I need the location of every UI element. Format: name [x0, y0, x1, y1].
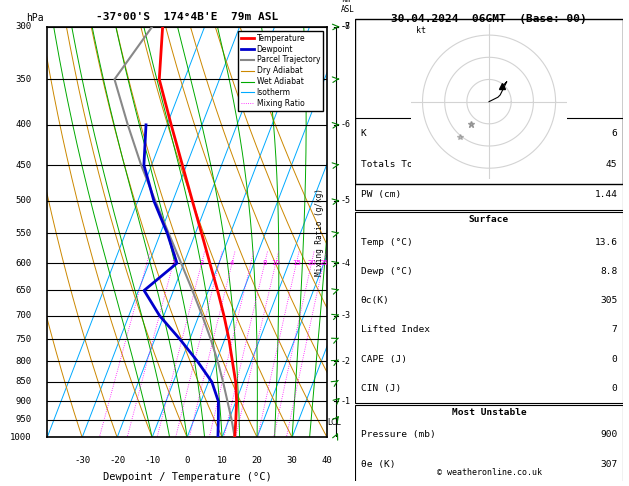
Text: 45: 45: [606, 159, 618, 169]
Text: -3: -3: [341, 311, 351, 320]
Text: 1.44: 1.44: [594, 190, 618, 199]
Text: 700: 700: [16, 311, 32, 320]
Bar: [355, 19, 623, 184]
Text: 400: 400: [16, 121, 32, 129]
Text: Pressure (mb): Pressure (mb): [361, 431, 435, 439]
Text: 900: 900: [16, 397, 32, 406]
Text: θe (K): θe (K): [361, 460, 395, 469]
Text: 15: 15: [292, 260, 301, 266]
Text: 10: 10: [271, 260, 280, 266]
Text: 0: 0: [184, 456, 190, 465]
Text: 950: 950: [16, 416, 32, 424]
Text: 20: 20: [307, 260, 316, 266]
Text: 900: 900: [600, 431, 618, 439]
Text: km
ASL: km ASL: [341, 0, 355, 15]
Text: 600: 600: [16, 259, 32, 268]
Text: 30.04.2024  06GMT  (Base: 00): 30.04.2024 06GMT (Base: 00): [391, 15, 587, 24]
Text: -4: -4: [341, 259, 351, 268]
Text: PW (cm): PW (cm): [361, 190, 401, 199]
Text: K: K: [361, 129, 367, 138]
Text: 13.6: 13.6: [594, 238, 618, 246]
Text: CIN (J): CIN (J): [361, 384, 401, 393]
Text: 20: 20: [252, 456, 262, 465]
Text: 1000: 1000: [10, 433, 32, 442]
Text: θc(K): θc(K): [361, 296, 389, 305]
Text: Dewpoint / Temperature (°C): Dewpoint / Temperature (°C): [103, 472, 272, 482]
Text: 1: 1: [171, 260, 175, 266]
Text: 2: 2: [199, 260, 204, 266]
Text: 550: 550: [16, 229, 32, 238]
Text: 8: 8: [262, 260, 267, 266]
Text: 10: 10: [217, 456, 228, 465]
Text: 500: 500: [16, 196, 32, 206]
Text: 850: 850: [16, 378, 32, 386]
Text: © weatheronline.co.uk: © weatheronline.co.uk: [437, 469, 542, 477]
Text: -5: -5: [341, 196, 351, 206]
Text: 8.8: 8.8: [600, 267, 618, 276]
Text: LCL: LCL: [328, 418, 342, 427]
Text: 450: 450: [16, 160, 32, 170]
Text: Temp (°C): Temp (°C): [361, 238, 413, 246]
Text: 300: 300: [16, 22, 32, 31]
Text: -37°00'S  174°4B'E  79m ASL: -37°00'S 174°4B'E 79m ASL: [96, 12, 278, 22]
Text: 0: 0: [611, 355, 618, 364]
Bar: [355, 118, 623, 210]
Text: -7: -7: [341, 22, 351, 31]
Text: Mixing Ratio (g/kg): Mixing Ratio (g/kg): [315, 188, 324, 276]
Legend: Temperature, Dewpoint, Parcel Trajectory, Dry Adiabat, Wet Adiabat, Isotherm, Mi: Temperature, Dewpoint, Parcel Trajectory…: [238, 31, 323, 111]
Text: CAPE (J): CAPE (J): [361, 355, 407, 364]
Bar: [355, 212, 623, 403]
Text: -6: -6: [341, 121, 351, 129]
Text: 307: 307: [600, 460, 618, 469]
Text: 4: 4: [230, 260, 234, 266]
Text: 750: 750: [16, 335, 32, 344]
Text: 0: 0: [611, 384, 618, 393]
Text: 6: 6: [611, 129, 618, 138]
Text: -20: -20: [109, 456, 125, 465]
Text: 650: 650: [16, 286, 32, 295]
Text: 305: 305: [600, 296, 618, 305]
Bar: [355, 405, 623, 486]
Text: -10: -10: [144, 456, 160, 465]
Text: Totals Totals: Totals Totals: [361, 159, 435, 169]
Text: Surface: Surface: [469, 215, 509, 225]
Text: 800: 800: [16, 357, 32, 366]
Text: -1: -1: [341, 397, 351, 406]
Text: -2: -2: [341, 357, 351, 366]
Text: 40: 40: [321, 456, 333, 465]
Text: -8: -8: [341, 22, 351, 31]
Text: Lifted Index: Lifted Index: [361, 325, 430, 334]
Text: -30: -30: [74, 456, 90, 465]
Text: hPa: hPa: [26, 13, 44, 23]
Text: 25: 25: [319, 260, 328, 266]
Text: Dewp (°C): Dewp (°C): [361, 267, 413, 276]
Text: Most Unstable: Most Unstable: [452, 408, 526, 417]
Text: 350: 350: [16, 75, 32, 84]
Text: 30: 30: [287, 456, 298, 465]
Text: 7: 7: [611, 325, 618, 334]
Text: kt: kt: [416, 26, 426, 35]
